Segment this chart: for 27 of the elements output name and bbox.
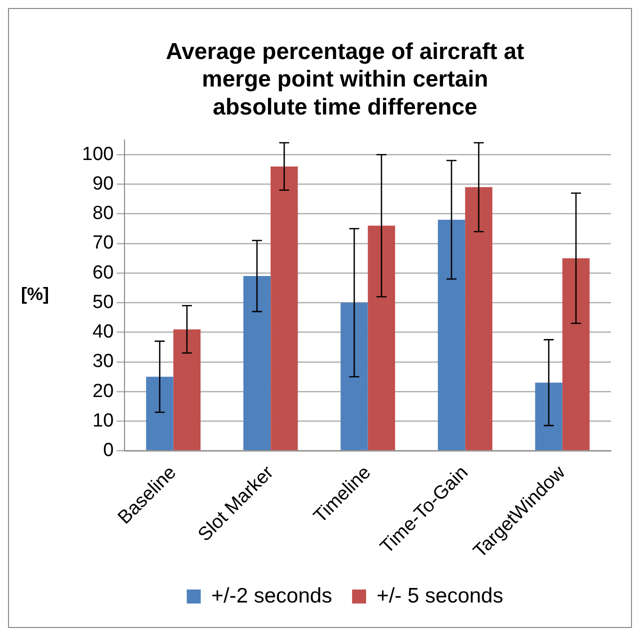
y-tick-label: 70 [92, 232, 114, 254]
bar [438, 220, 466, 450]
y-tick-label: 40 [92, 322, 114, 343]
y-axis-title: [%] [21, 284, 49, 304]
y-tick-label: 50 [92, 292, 114, 313]
text: absolute time difference [212, 93, 478, 120]
y-tick-label: 10 [92, 410, 114, 432]
bar [243, 276, 271, 450]
y-tick-label: 60 [92, 262, 114, 284]
bar [368, 226, 396, 450]
text: merge point within certain [202, 66, 488, 92]
legend-label: +/- 5 seconds [376, 584, 504, 608]
y-tick-label: 90 [92, 173, 114, 194]
y-tick-label: 30 [92, 351, 114, 372]
text: Average percentage of aircraft at [166, 38, 524, 64]
y-tick-label: 0 [103, 440, 114, 461]
bar [173, 329, 201, 450]
legend-label: +/-2 seconds [211, 584, 332, 608]
bar [146, 376, 174, 450]
bar [340, 302, 368, 450]
bar [562, 258, 590, 450]
bar [535, 382, 562, 450]
bar [270, 166, 298, 450]
y-tick-label: 80 [92, 203, 114, 224]
bar [465, 187, 492, 450]
y-tick-label: 20 [92, 380, 114, 402]
y-tick-label: 100 [82, 144, 114, 165]
